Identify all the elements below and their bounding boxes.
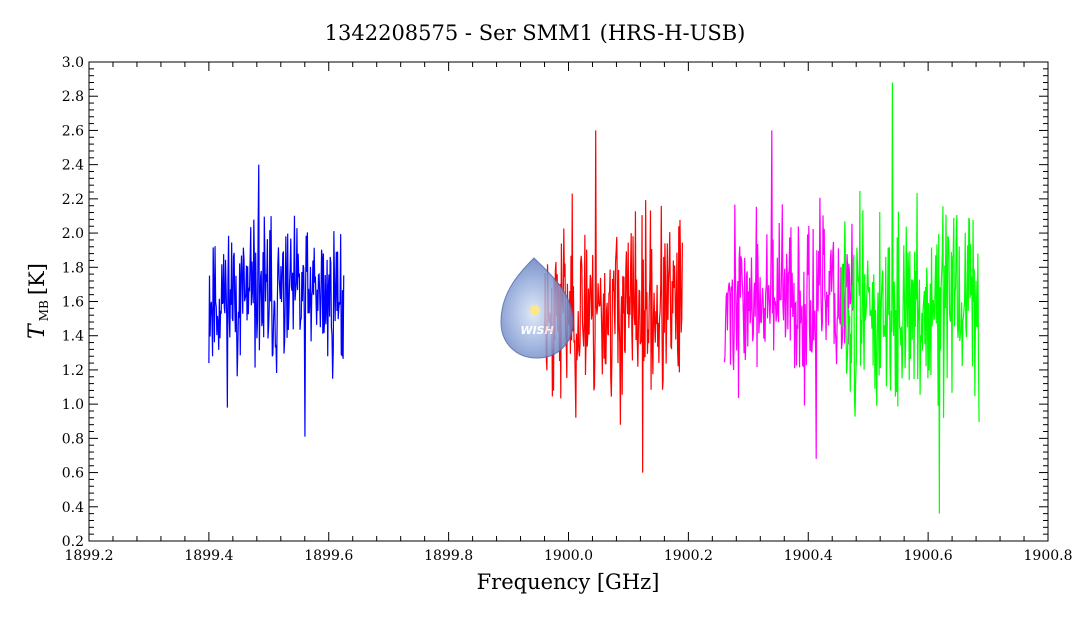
chart-title: 1342208575 - Ser SMM1 (HRS-H-USB) bbox=[325, 21, 746, 45]
spectrum-series-3 bbox=[723, 130, 854, 459]
y-tick-label: 0.6 bbox=[62, 466, 84, 482]
x-axis: 1899.2 1899.4 1899.6 1899.8 1900.0 1900.2 1900… bbox=[65, 62, 1072, 564]
x-tick-label: 1900.0 bbox=[544, 548, 593, 564]
svg-text:TMB[K]: TMB [K] bbox=[25, 263, 51, 339]
spectrum-series-1 bbox=[208, 164, 345, 437]
y-tick-label: 0.2 bbox=[62, 534, 84, 550]
logo-text: WISH bbox=[520, 324, 553, 337]
y-tick-label: 2.6 bbox=[62, 123, 84, 139]
y-tick-label: 1.8 bbox=[62, 260, 84, 276]
y-tick-label: 0.8 bbox=[62, 431, 84, 447]
y-tick-label: 3.0 bbox=[62, 55, 84, 71]
series-layer bbox=[208, 82, 980, 514]
y-tick-label: 1.4 bbox=[62, 329, 84, 345]
x-tick-label: 1900.8 bbox=[1024, 548, 1072, 564]
y-axis: 0.2 0.4 0.6 0.8 1.0 1.2 1.4 1.6 1.8 2.0 2.2 2.4 2.6 2… bbox=[62, 55, 1048, 550]
y-tick-label: 2.0 bbox=[62, 226, 84, 242]
x-tick-label: 1899.8 bbox=[424, 548, 473, 564]
y-tick-label: 2.4 bbox=[62, 158, 84, 174]
y-axis-label: TMB [K] bbox=[25, 263, 51, 339]
y-axis-subscript: MB bbox=[37, 300, 51, 321]
star-icon bbox=[530, 305, 540, 315]
y-tick-label: 1.6 bbox=[62, 295, 84, 311]
y-tick-label: 1.0 bbox=[62, 397, 84, 413]
x-tick-label: 1899.4 bbox=[184, 548, 233, 564]
y-tick-label: 2.8 bbox=[62, 89, 84, 105]
wish-logo: WISH bbox=[500, 257, 574, 359]
spectrum-series-2 bbox=[543, 130, 683, 473]
x-tick-label: 1900.2 bbox=[664, 548, 713, 564]
x-axis-label: Frequency [GHz] bbox=[477, 570, 660, 594]
y-axis-symbol: T bbox=[25, 322, 50, 339]
spectrum-series-4 bbox=[840, 82, 980, 514]
y-tick-label: 0.4 bbox=[62, 500, 84, 516]
y-tick-label: 1.2 bbox=[62, 363, 84, 379]
y-tick-label: 2.2 bbox=[62, 192, 84, 208]
x-tick-label: 1900.6 bbox=[904, 548, 953, 564]
x-tick-label: 1899.2 bbox=[65, 548, 114, 564]
x-tick-label: 1899.6 bbox=[304, 548, 353, 564]
y-axis-unit: [K] bbox=[25, 263, 49, 295]
x-tick-label: 1900.4 bbox=[784, 548, 833, 564]
